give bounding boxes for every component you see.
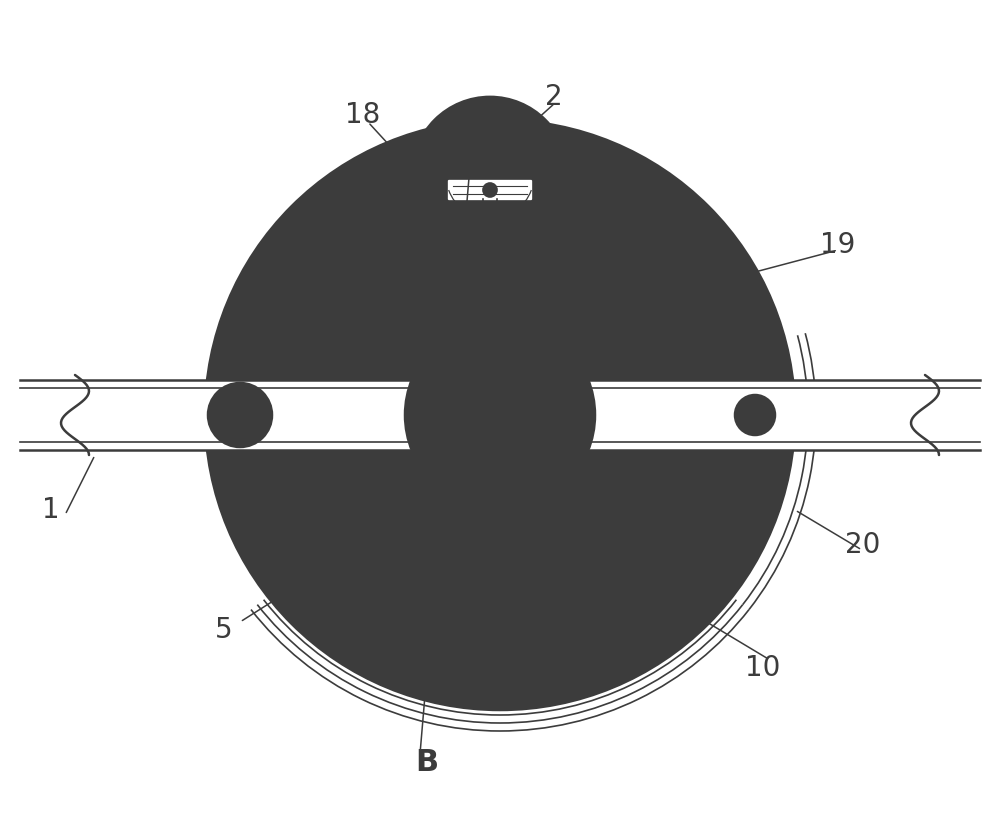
FancyBboxPatch shape xyxy=(447,179,533,201)
Circle shape xyxy=(705,531,715,541)
Circle shape xyxy=(258,173,742,657)
Text: 10: 10 xyxy=(745,654,780,682)
Circle shape xyxy=(432,347,568,483)
Circle shape xyxy=(705,289,715,299)
Circle shape xyxy=(205,120,795,710)
Circle shape xyxy=(405,320,595,510)
Text: 20: 20 xyxy=(845,531,880,559)
Circle shape xyxy=(742,402,768,428)
Circle shape xyxy=(220,395,260,435)
Circle shape xyxy=(412,97,568,253)
Circle shape xyxy=(448,363,552,467)
Circle shape xyxy=(208,383,272,447)
Text: 18: 18 xyxy=(345,101,380,129)
Text: 1: 1 xyxy=(42,496,60,524)
Circle shape xyxy=(285,531,295,541)
Circle shape xyxy=(488,188,492,193)
Text: 5: 5 xyxy=(215,616,233,644)
Circle shape xyxy=(220,135,780,695)
Text: 2: 2 xyxy=(545,83,563,111)
Text: B: B xyxy=(415,748,438,777)
Circle shape xyxy=(268,183,732,647)
Circle shape xyxy=(483,183,497,197)
Circle shape xyxy=(735,395,775,435)
Circle shape xyxy=(285,289,295,299)
Bar xyxy=(20,380,980,450)
Text: 19: 19 xyxy=(820,231,855,259)
Circle shape xyxy=(484,399,516,431)
